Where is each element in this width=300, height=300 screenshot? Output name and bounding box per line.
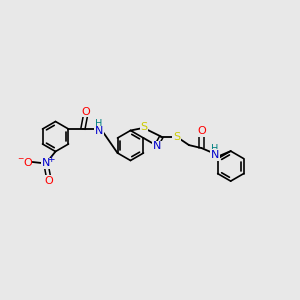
- Text: $^{-}$O: $^{-}$O: [17, 156, 34, 168]
- Text: S: S: [173, 132, 180, 142]
- Text: S: S: [140, 122, 148, 132]
- Text: N: N: [94, 126, 103, 136]
- Text: H: H: [95, 119, 103, 130]
- Text: H: H: [211, 144, 218, 154]
- Text: N: N: [211, 150, 219, 160]
- Text: +: +: [47, 154, 54, 164]
- Text: O: O: [197, 126, 206, 136]
- Text: N: N: [42, 158, 50, 169]
- Text: O: O: [44, 176, 53, 186]
- Text: O: O: [81, 107, 90, 117]
- Text: N: N: [153, 141, 161, 151]
